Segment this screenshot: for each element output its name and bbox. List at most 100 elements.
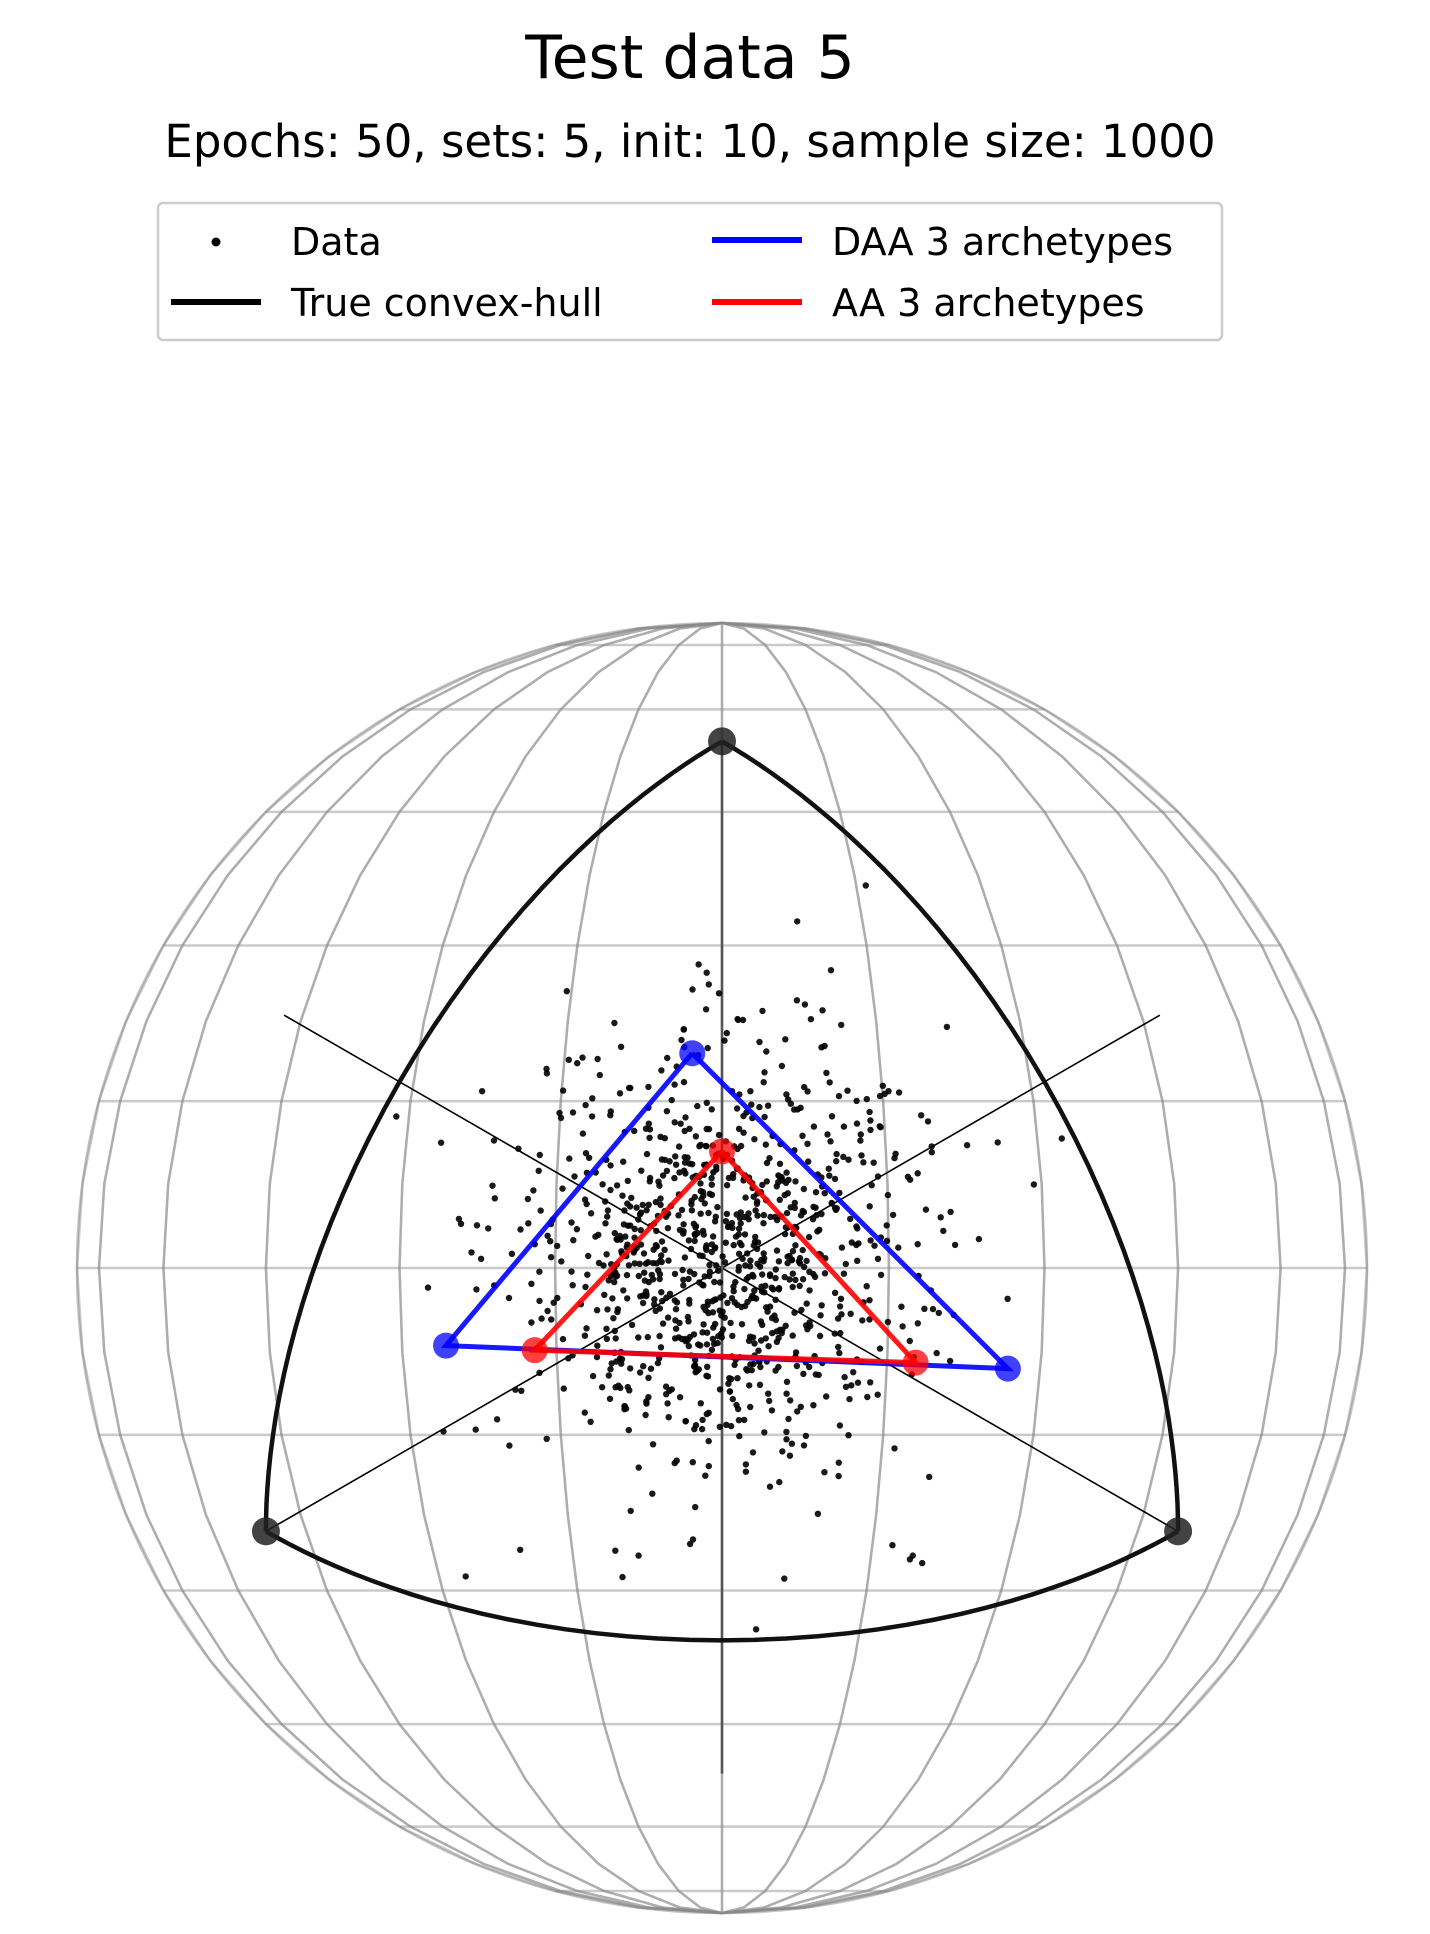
data-point [947,1208,954,1216]
data-point [692,1422,700,1429]
data-point [866,1297,873,1304]
sphere-meridian [721,621,1347,1915]
data-point [776,1196,783,1204]
data-point [746,1333,754,1340]
legend-label-daa: DAA 3 archetypes [832,220,1173,264]
data-point [584,1271,591,1278]
data-point [607,1112,614,1119]
data-point [689,1459,696,1466]
data-point [721,1314,728,1321]
data-point [703,1341,711,1348]
data-point [732,1233,740,1240]
data-point [729,1395,736,1403]
data-point [637,1293,644,1300]
data-point [491,1195,498,1202]
data-point [761,1289,768,1296]
data-point [918,1112,925,1119]
data-point [752,1207,759,1214]
data-point [745,1216,752,1223]
data-point [1030,1181,1038,1188]
data-point [676,1319,683,1327]
data-point [697,1180,704,1187]
aa-triangle [529,1149,922,1366]
data-point [664,1224,672,1232]
data-point [687,1245,695,1253]
data-point [929,1305,937,1313]
data-point [677,1120,684,1127]
data-point [607,1162,614,1169]
data-point [863,1095,870,1103]
data-point [606,1395,614,1403]
data-point [765,1343,772,1350]
data-point [671,1119,678,1126]
data-point [812,1189,820,1196]
data-point [756,1038,763,1046]
data-point [721,1259,729,1266]
data-point [721,1037,728,1044]
data-point [816,1332,824,1340]
data-point [889,1211,897,1219]
data-point [763,1048,770,1055]
data-point [738,1303,745,1311]
data-point [691,1237,698,1245]
data-point [706,1261,713,1269]
data-point [636,1369,644,1376]
data-point [749,1449,757,1456]
sphere-meridian [721,621,1282,1915]
data-point [614,1236,621,1244]
sphere-meridian [553,621,723,1915]
data-point [804,1140,811,1148]
data-point [728,1375,735,1383]
chart-subtitle: Epochs: 50, sets: 5, init: 10, sample si… [164,115,1215,168]
data-point [726,1388,734,1395]
data-point [658,1238,666,1245]
data-point [837,1329,844,1337]
data-point [680,1221,687,1228]
data-point [805,1233,813,1241]
data-point [760,1220,767,1227]
aa-archetype-point [521,1337,548,1364]
data-point [508,1250,516,1258]
data-point [766,1483,774,1490]
data-point [649,1441,657,1448]
data-point [711,1296,718,1304]
data-point [756,1263,764,1270]
data-point [748,1101,755,1108]
data-point [675,1212,682,1219]
data-point [633,1204,640,1211]
data-point [768,1407,776,1414]
data-point [807,1016,815,1023]
data-point [628,1321,636,1329]
data-point [728,1219,736,1227]
data-point [874,1255,882,1263]
data-point [877,1271,885,1279]
data-point [723,1421,730,1429]
data-point [715,1267,722,1274]
data-point [700,1282,707,1289]
data-point [794,918,801,925]
data-point [620,1158,627,1165]
data-point [791,1106,798,1113]
data-point [741,1416,748,1424]
data-point [766,1397,773,1405]
data-point [928,1143,935,1150]
data-point [637,1227,644,1234]
data-point [473,1222,481,1229]
data-point [733,1105,741,1112]
data-point [772,1274,779,1282]
data-point [704,1373,712,1380]
data-point [685,1342,692,1350]
data-point [710,1169,717,1176]
data-point [732,1278,739,1286]
data-point [776,1173,783,1180]
data-point [814,1510,822,1518]
data-point [643,1291,650,1298]
data-point [571,1173,578,1180]
data-point [817,1312,824,1319]
data-point [644,1333,651,1341]
data-point [505,1294,513,1302]
data-point [731,1361,738,1369]
data-point [472,1426,479,1433]
data-point [682,1418,689,1425]
data-point [826,1079,833,1086]
